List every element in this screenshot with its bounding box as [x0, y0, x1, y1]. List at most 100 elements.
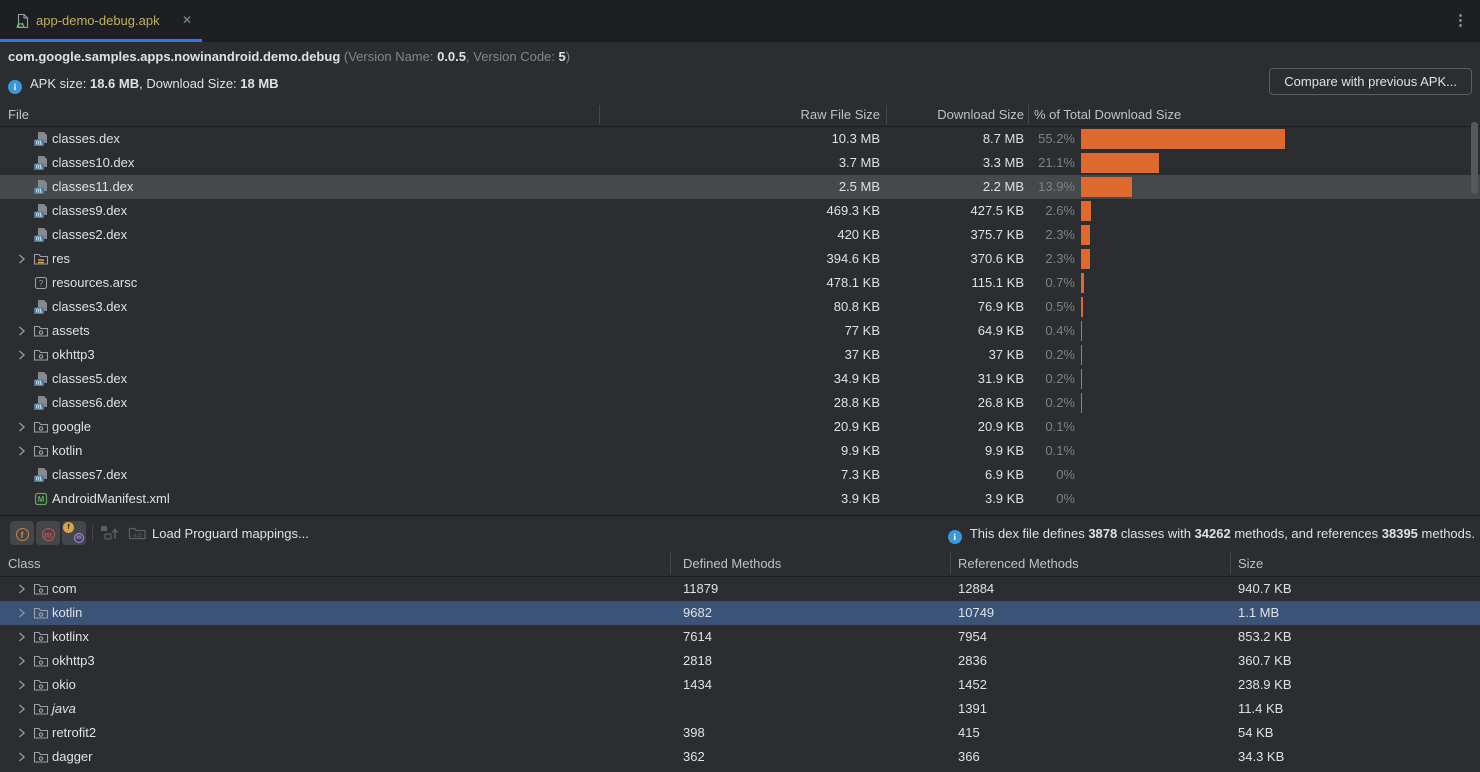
percent-of-total-download: 0.2%	[955, 367, 1075, 391]
class-row-com[interactable]: com1187912884940.7 KB	[0, 577, 1480, 601]
percent-of-total-download: 2.3%	[955, 223, 1075, 247]
file-row-classes6.dex[interactable]: 01classes6.dex28.8 KB26.8 KB0.2%	[0, 391, 1480, 415]
svg-text:01: 01	[36, 237, 42, 243]
column-separator[interactable]	[670, 552, 671, 574]
class-row-okio[interactable]: okio14341452238.9 KB	[0, 673, 1480, 697]
file-row-classes2.dex[interactable]: 01classes2.dex420 KB375.7 KB2.3%	[0, 223, 1480, 247]
download-percent-bar	[1081, 153, 1159, 173]
file-row-res[interactable]: res394.6 KB370.6 KB2.3%	[0, 247, 1480, 271]
chevron-right-icon[interactable]	[14, 653, 30, 669]
column-referenced-methods[interactable]: Referenced Methods	[958, 550, 1079, 577]
raw-file-size: 469.3 KB	[680, 199, 880, 223]
file-row-classes.dex[interactable]: 01classes.dex10.3 MB8.7 MB55.2%	[0, 127, 1480, 151]
compare-with-previous-apk-button[interactable]: Compare with previous APK...	[1269, 68, 1472, 95]
download-percent-bar	[1081, 369, 1082, 389]
package-folder-icon	[33, 701, 49, 717]
svg-text:01: 01	[36, 477, 42, 483]
package-folder-icon	[33, 581, 49, 597]
file-row-classes11.dex[interactable]: 01classes11.dex2.5 MB2.2 MB13.9%	[0, 175, 1480, 199]
raw-file-size: 9.9 KB	[680, 439, 880, 463]
file-row-classes7.dex[interactable]: 01classes7.dex7.3 KB6.9 KB0%	[0, 463, 1480, 487]
file-row-classes9.dex[interactable]: 01classes9.dex469.3 KB427.5 KB2.6%	[0, 199, 1480, 223]
file-name: resources.arsc	[52, 271, 137, 295]
dex-file-icon: 01	[33, 227, 49, 243]
class-row-java[interactable]: java139111.4 KB	[0, 697, 1480, 721]
file-name: classes10.dex	[52, 151, 134, 175]
column-separator[interactable]	[1230, 552, 1231, 574]
column-separator[interactable]	[950, 552, 951, 574]
version-name: 0.0.5	[437, 49, 466, 64]
dex-file-icon: 01	[33, 371, 49, 387]
res-folder-icon	[33, 251, 49, 267]
version-code: 5	[559, 49, 566, 64]
download-percent-bar	[1081, 225, 1090, 245]
column-separator[interactable]	[599, 105, 600, 124]
chevron-right-icon[interactable]	[14, 701, 30, 717]
kebab-menu-icon[interactable]: ⋮	[1453, 0, 1468, 42]
package-name: okhttp3	[52, 649, 95, 673]
file-row-resources.arsc[interactable]: ?resources.arsc478.1 KB115.1 KB0.7%	[0, 271, 1480, 295]
referenced-methods: 10749	[958, 601, 994, 625]
chevron-right-icon[interactable]	[14, 347, 30, 363]
chevron-right-icon[interactable]	[14, 581, 30, 597]
file-row-classes5.dex[interactable]: 01classes5.dex34.9 KB31.9 KB0.2%	[0, 367, 1480, 391]
file-row-kotlin[interactable]: kotlin9.9 KB9.9 KB0.1%	[0, 439, 1480, 463]
referenced-methods: 1452	[958, 673, 987, 697]
raw-file-size: 10.3 MB	[680, 127, 880, 151]
column-separator[interactable]	[1028, 105, 1029, 124]
chevron-right-icon[interactable]	[14, 323, 30, 339]
folder-icon	[33, 323, 49, 339]
info-icon: i	[8, 80, 22, 94]
file-row-AndroidManifest.xml[interactable]: MAndroidManifest.xml3.9 KB3.9 KB0%	[0, 487, 1480, 511]
percent-of-total-download: 2.6%	[955, 199, 1075, 223]
apk-summary-header: com.google.samples.apps.nowinandroid.dem…	[0, 42, 1480, 103]
file-row-classes10.dex[interactable]: 01classes10.dex3.7 MB3.3 MB21.1%	[0, 151, 1480, 175]
folder-icon	[33, 419, 49, 435]
chevron-right-icon[interactable]	[14, 725, 30, 741]
chevron-right-icon[interactable]	[14, 629, 30, 645]
file-row-classes3.dex[interactable]: 01classes3.dex80.8 KB76.9 KB0.5%	[0, 295, 1480, 319]
chevron-right-icon[interactable]	[14, 443, 30, 459]
class-row-dagger[interactable]: dagger36236634.3 KB	[0, 745, 1480, 769]
file-name: res	[52, 247, 70, 271]
tab-apk-analyzer[interactable]: app-demo-debug.apk ✕	[0, 0, 202, 42]
package-name: kotlin	[52, 601, 82, 625]
file-row-google[interactable]: google20.9 KB20.9 KB0.1%	[0, 415, 1480, 439]
package-name-line: com.google.samples.apps.nowinandroid.dem…	[8, 47, 570, 67]
class-row-kotlinx[interactable]: kotlinx76147954853.2 KB	[0, 625, 1480, 649]
package-size: 34.3 KB	[1238, 745, 1284, 769]
package-folder-icon	[33, 725, 49, 741]
class-row-retrofit2[interactable]: retrofit239841554 KB	[0, 721, 1480, 745]
svg-text:01: 01	[36, 381, 42, 387]
file-row-okhttp3[interactable]: okhttp337 KB37 KB0.2%	[0, 343, 1480, 367]
column-class[interactable]: Class	[8, 550, 41, 577]
column-size[interactable]: Size	[1238, 550, 1263, 577]
percent-of-total-download: 0.1%	[955, 439, 1075, 463]
column-raw-file-size[interactable]: Raw File Size	[680, 103, 880, 126]
download-percent-bar	[1081, 129, 1285, 149]
download-size-value: 18 MB	[240, 76, 278, 91]
chevron-right-icon[interactable]	[14, 605, 30, 621]
dex-file-icon: 01	[33, 155, 49, 171]
chevron-right-icon[interactable]	[14, 419, 30, 435]
class-row-kotlin[interactable]: kotlin9682107491.1 MB	[0, 601, 1480, 625]
percent-of-total-download: 0.2%	[955, 391, 1075, 415]
raw-file-size: 2.5 MB	[680, 175, 880, 199]
column-defined-methods[interactable]: Defined Methods	[683, 550, 781, 577]
vertical-scrollbar[interactable]	[1471, 122, 1478, 194]
chevron-right-icon[interactable]	[14, 677, 30, 693]
column-separator[interactable]	[886, 105, 887, 124]
apk-analyzer-window: app-demo-debug.apk ✕ ⋮ com.google.sample…	[0, 0, 1480, 772]
file-row-assets[interactable]: assets77 KB64.9 KB0.4%	[0, 319, 1480, 343]
column-percent-total[interactable]: % of Total Download Size	[1034, 103, 1181, 126]
dex-file-icon: 01	[33, 467, 49, 483]
chevron-right-icon[interactable]	[14, 749, 30, 765]
dex-file-icon: 01	[33, 131, 49, 147]
chevron-right-icon[interactable]	[14, 251, 30, 267]
class-row-okhttp3[interactable]: okhttp328182836360.7 KB	[0, 649, 1480, 673]
file-size-table: File Raw File Size Download Size % of To…	[0, 103, 1480, 515]
file-name: classes5.dex	[52, 367, 127, 391]
column-file[interactable]: File	[8, 103, 29, 126]
tab-close-icon[interactable]: ✕	[182, 0, 192, 41]
column-download-size[interactable]: Download Size	[890, 103, 1024, 126]
